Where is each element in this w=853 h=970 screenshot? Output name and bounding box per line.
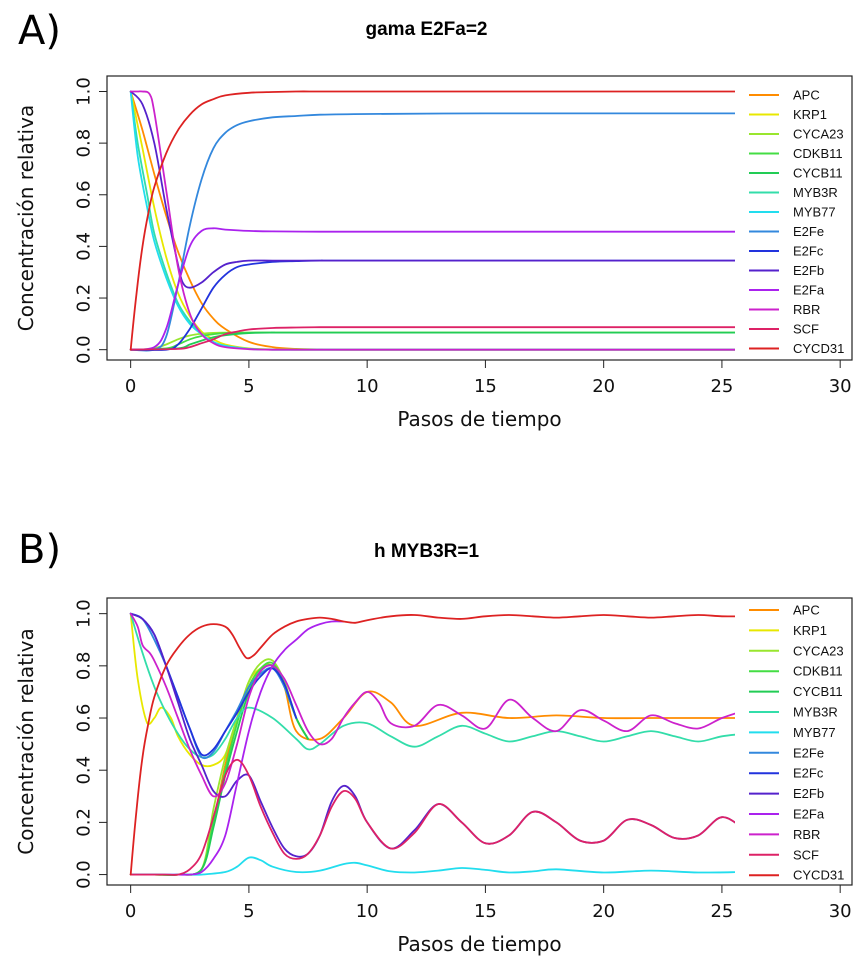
legend-label-myb77: MYB77 (793, 725, 836, 740)
series-line-scf (129, 326, 735, 351)
y-tick-label: 0.0 (73, 860, 94, 889)
y-tick-label: 1.0 (73, 599, 94, 628)
legend-label-rbr: RBR (793, 827, 820, 842)
series-line-myb3r (129, 90, 735, 351)
chart-a: 0 5 10 15 20 25 30 0.0 0.2 0.4 0.6 0.8 1.0 Pasos de t… (14, 75, 853, 431)
legend-label-e2fe: E2Fe (793, 224, 824, 239)
legend-label-rbr: RBR (793, 302, 820, 317)
x-tick-label: 20 (592, 376, 615, 397)
plot-frame (106, 75, 853, 361)
legend-label-scf: SCF (793, 847, 819, 862)
legend-label-e2fb: E2Fb (793, 263, 824, 278)
panel-b: B) h MYB3R=1 0 5 10 15 20 25 30 0.0 0.2 0.4 0.6 0.8… (0, 485, 853, 970)
legend-label-e2fa: E2Fa (793, 283, 825, 298)
legend-label-cycd31: CYCD31 (793, 868, 844, 883)
x-tick-label: 25 (710, 901, 733, 922)
x-tick-label: 15 (474, 901, 497, 922)
legend-label-apc: APC (793, 603, 820, 618)
legend-label-cyca23: CYCA23 (793, 127, 844, 142)
legend-label-e2fe: E2Fe (793, 745, 824, 760)
legend-label-e2fc: E2Fc (793, 244, 824, 259)
legend-label-e2fb: E2Fb (793, 786, 824, 801)
x-tick-label: 10 (356, 901, 379, 922)
y-tick-label: 0.2 (73, 808, 94, 837)
x-tick-label: 15 (474, 376, 497, 397)
panel-a: A) gama E2Fa=2 0 5 10 15 20 25 30 0.0 0.2 0.4 0.6 0… (14, 8, 853, 431)
legend-label-krp1: KRP1 (793, 623, 827, 638)
y-tick-label: 0.8 (73, 129, 94, 158)
x-axis-label: Pasos de tiempo (397, 407, 561, 431)
legend-label-myb3r: MYB3R (793, 705, 838, 720)
y-tick-label: 0.0 (73, 335, 94, 364)
legend-label-krp1: KRP1 (793, 107, 827, 122)
chart-title-a: gama E2Fa=2 (365, 19, 488, 40)
x-tick-label: 0 (125, 901, 136, 922)
series-line-cycb11 (129, 331, 735, 351)
series-line-e2fa (129, 227, 735, 351)
x-tick-label: 20 (592, 901, 615, 922)
y-axis-label: Concentración relativa (14, 105, 38, 331)
series-line-rbr (129, 612, 735, 798)
series-line-e2fb (129, 90, 735, 289)
x-tick-label: 5 (243, 376, 254, 397)
legend-label-scf: SCF (793, 322, 819, 337)
legend-box (735, 77, 851, 359)
series-line-rbr (129, 90, 735, 351)
x-axis-label: Pasos de tiempo (397, 932, 561, 956)
y-tick-label: 0.2 (73, 284, 94, 313)
panel-label-b: B) (18, 527, 62, 573)
chart-b: 0 5 10 15 20 25 30 0.0 0.2 0.4 0.6 0.8 1.0 Pasos de t… (14, 597, 853, 956)
legend-label-cycd31: CYCD31 (793, 341, 844, 356)
y-tick-label: 1.0 (73, 77, 94, 106)
legend-label-myb3r: MYB3R (793, 185, 838, 200)
y-tick-label: 0.4 (73, 232, 94, 261)
series-line-myb3r (129, 612, 735, 759)
chart-title-b: h MYB3R=1 (373, 541, 480, 562)
x-tick-label: 30 (829, 376, 852, 397)
legend-label-cycb11: CYCB11 (793, 684, 843, 699)
y-axis-label: Concentración relativa (14, 628, 38, 854)
y-tick-label: 0.6 (73, 704, 94, 733)
series-line-cycd31 (129, 614, 735, 876)
series-line-krp1 (129, 90, 735, 351)
legend-label-cyca23: CYCA23 (793, 643, 844, 658)
y-tick-label: 0.4 (73, 756, 94, 785)
x-tick-label: 25 (710, 376, 733, 397)
legend-box (735, 599, 851, 884)
legend-label-cycb11: CYCB11 (793, 166, 843, 181)
series-line-e2fc (129, 259, 735, 351)
series-line-apc (129, 90, 735, 351)
series-line-myb77 (129, 856, 735, 876)
series-line-myb77 (129, 90, 735, 351)
legend-label-apc: APC (793, 88, 820, 103)
x-tick-label: 10 (356, 376, 379, 397)
legend-label-cdkb11: CDKB11 (793, 664, 843, 679)
series-line-scf (129, 758, 735, 876)
series-group (129, 612, 735, 876)
x-tick-label: 0 (125, 376, 136, 397)
y-tick-label: 0.6 (73, 180, 94, 209)
panel-label-a: A) (18, 8, 61, 54)
plot-frame (106, 597, 853, 886)
legend-label-cdkb11: CDKB11 (793, 146, 843, 161)
legend-label-e2fc: E2Fc (793, 766, 824, 781)
legend-label-myb77: MYB77 (793, 205, 836, 220)
legend-label-e2fa: E2Fa (793, 807, 825, 822)
x-tick-label: 30 (829, 901, 852, 922)
y-tick-label: 0.8 (73, 652, 94, 681)
series-group (129, 90, 735, 352)
series-line-cycd31 (129, 90, 735, 351)
x-tick-label: 5 (243, 901, 254, 922)
